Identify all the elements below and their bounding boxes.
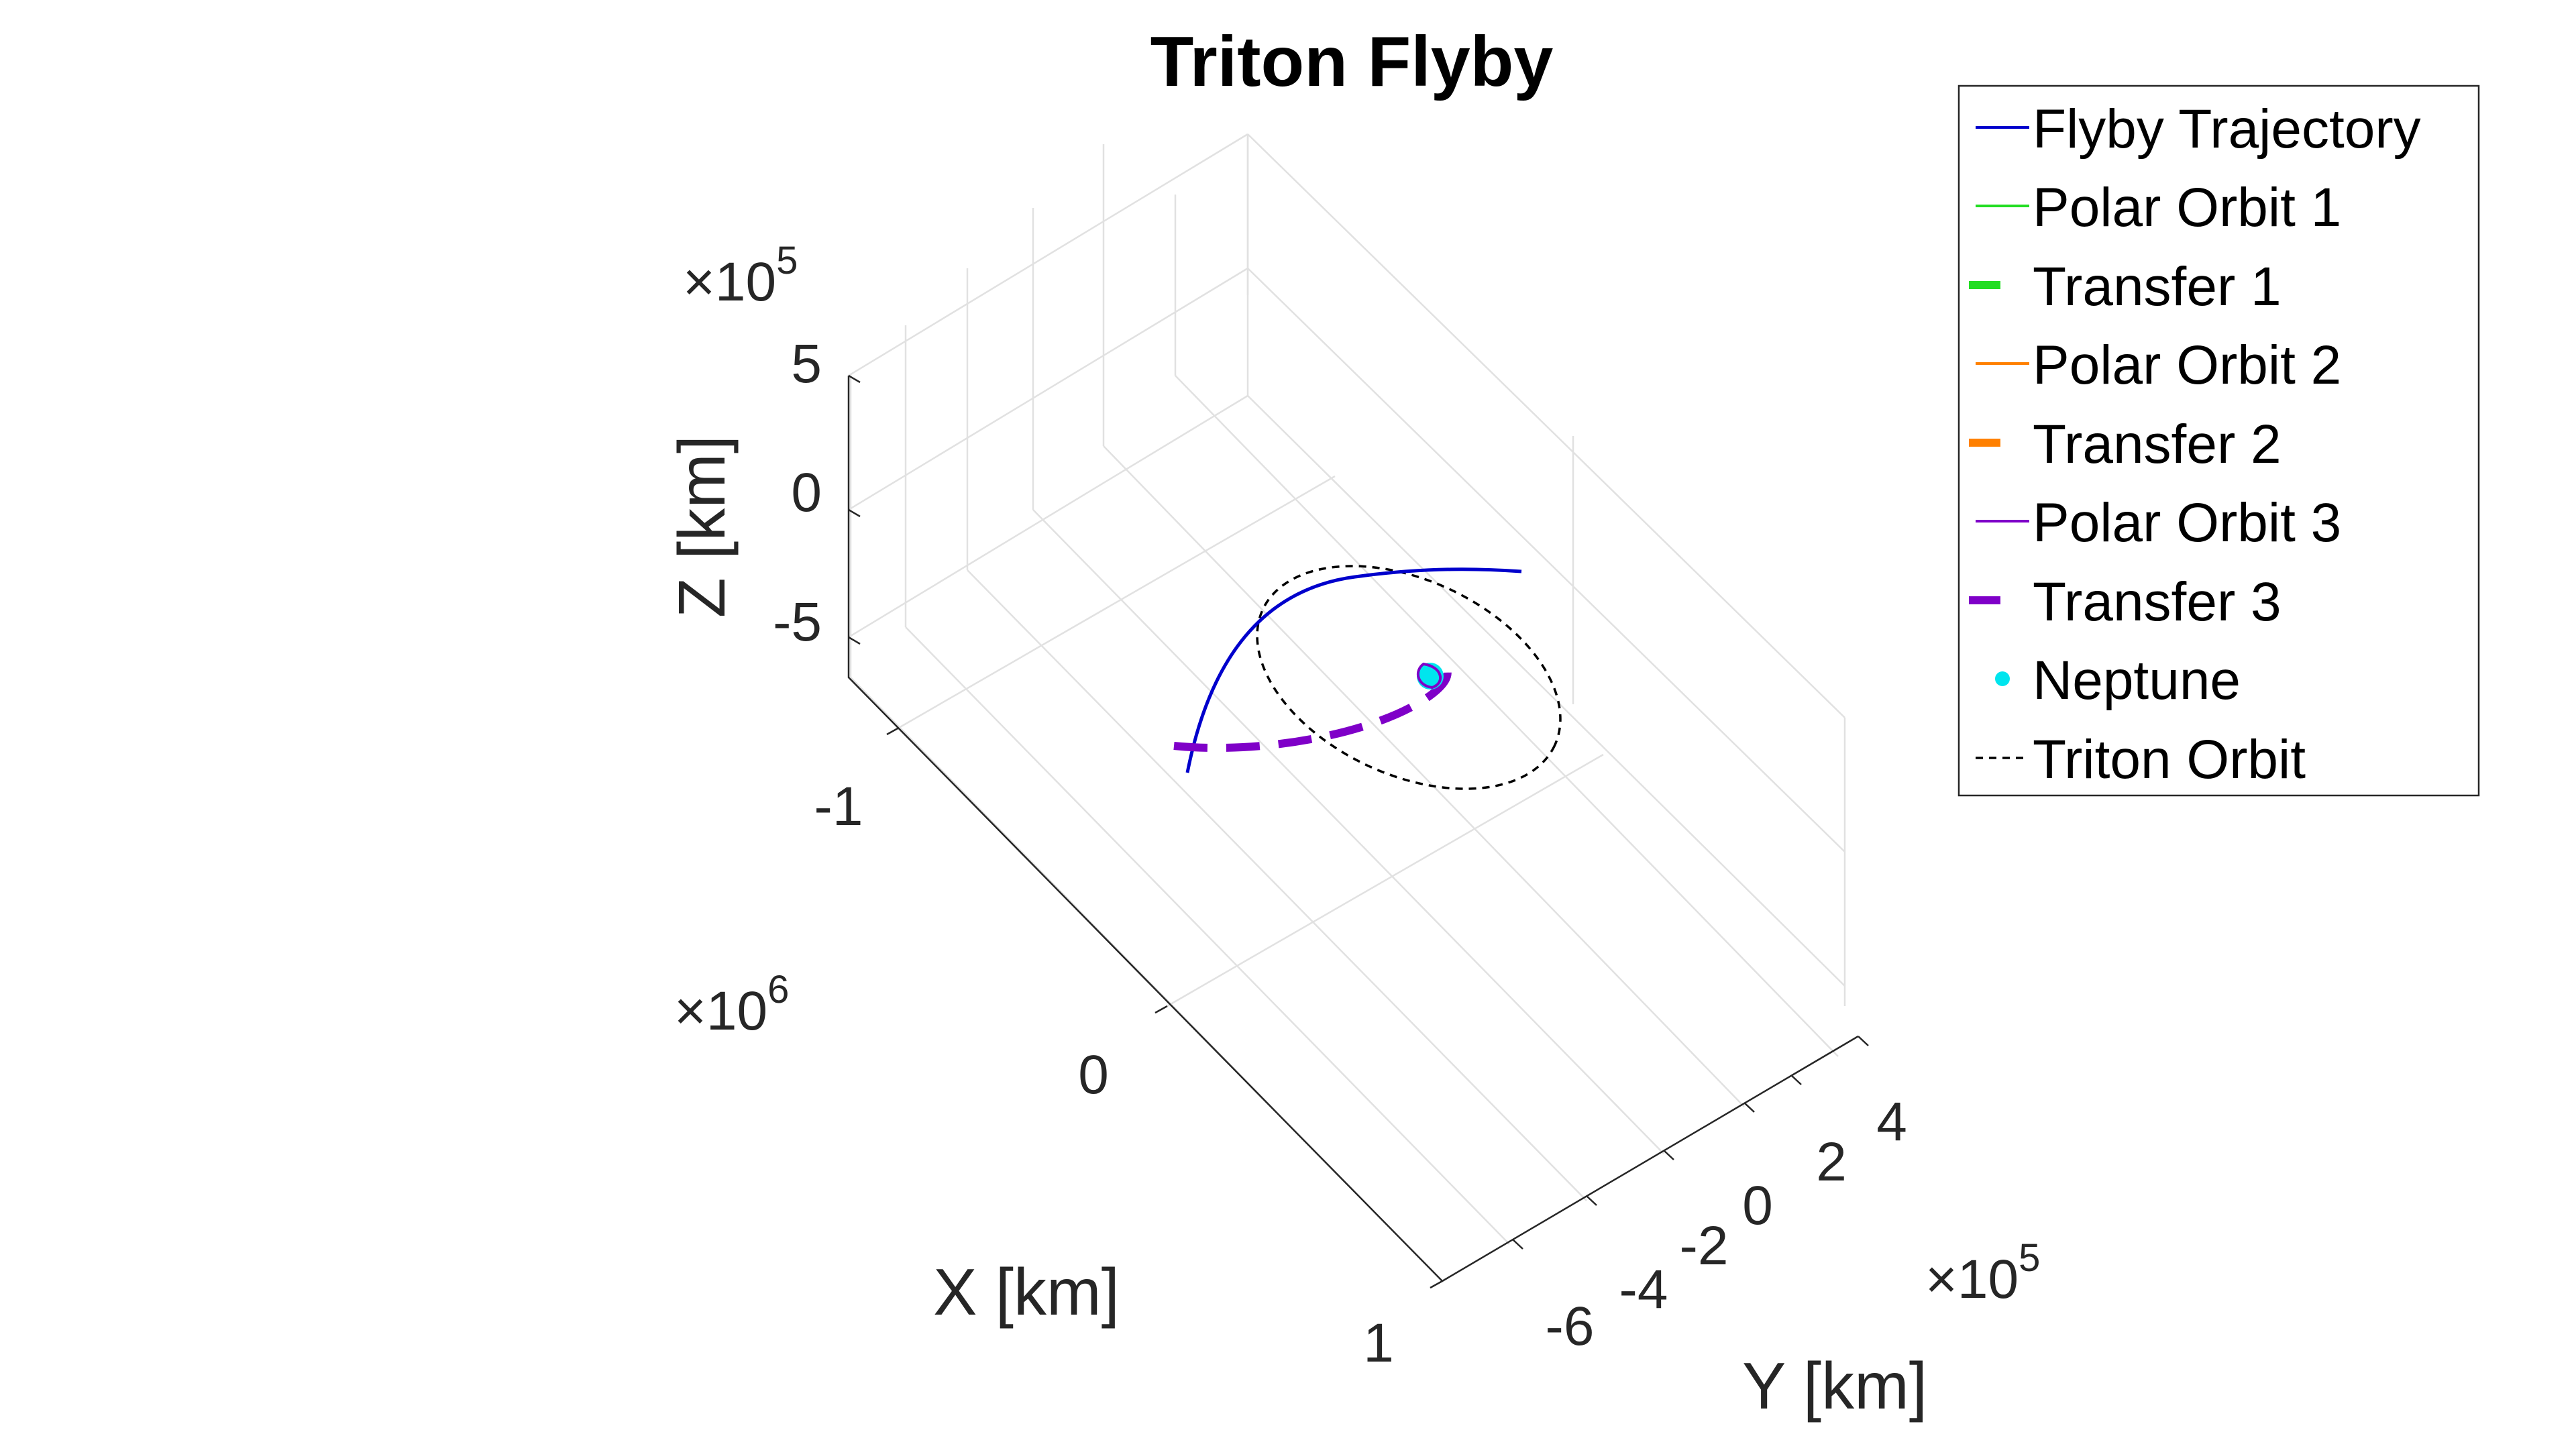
x-tick-mark [1430, 1280, 1443, 1289]
x-tick-mark [1155, 1005, 1168, 1014]
legend-box [1957, 85, 2480, 797]
series-transfer-3 [1173, 661, 1452, 753]
series-flyby-trajectory [1185, 567, 1522, 773]
legend-item-neptune: Neptune [1995, 650, 2241, 711]
z-tick-mark [848, 374, 861, 384]
y-axis-label: Y [km] [1742, 1349, 1927, 1423]
legend-item-polar-orbit-3: Polar Orbit 3 [1976, 492, 2341, 553]
x-exponent-label: ×106 [674, 968, 789, 1042]
legend-label: Polar Orbit 3 [2033, 492, 2341, 553]
y-tick-mark [1790, 1075, 1802, 1085]
grid-lines [848, 133, 1846, 1282]
legend-label: Polar Orbit 1 [2033, 177, 2341, 238]
z-tick-label: 5 [791, 333, 822, 394]
y-tick-mark [1663, 1150, 1674, 1160]
legend-label: Polar Orbit 2 [2033, 335, 2341, 396]
x-tick-mark [886, 726, 900, 736]
chart-title: Triton Flyby [1150, 22, 1554, 101]
z-axis: 5 0 -5 ×105 Z [km] [665, 239, 861, 653]
legend-label: Flyby Trajectory [2033, 99, 2421, 160]
y-tick-label: -2 [1680, 1215, 1729, 1276]
y-tick-label: 2 [1816, 1132, 1847, 1193]
x-axis: -1 0 1 ×106 X [km] [674, 726, 1443, 1374]
y-axis: -6 -4 -2 0 2 4 ×105 Y [km] [1512, 1036, 2040, 1423]
z-tick-mark [848, 508, 861, 518]
legend-item-transfer-1: Transfer 1 [1969, 256, 2282, 317]
legend-label: Transfer 1 [2033, 256, 2282, 317]
legend-label: Transfer 2 [2033, 414, 2282, 475]
y-tick-label: 4 [1876, 1091, 1907, 1152]
x-tick-label: -1 [814, 776, 863, 837]
legend-item-transfer-2: Transfer 2 [1969, 414, 2282, 475]
z-exponent-label: ×105 [683, 239, 798, 313]
legend-item-polar-orbit-2: Polar Orbit 2 [1976, 335, 2341, 396]
axis-box [847, 376, 1859, 1282]
z-axis-label: Z [km] [665, 435, 739, 618]
y-exponent-label: ×105 [1925, 1236, 2040, 1310]
plot-area [1173, 565, 1562, 790]
y-tick-mark [1858, 1036, 1869, 1046]
z-tick-mark [848, 636, 861, 645]
legend-label: Neptune [2033, 650, 2241, 711]
y-tick-mark [1586, 1195, 1597, 1206]
y-tick-mark [1512, 1239, 1523, 1250]
z-tick-label: 0 [791, 462, 822, 523]
series-triton-orbit [1256, 565, 1562, 790]
x-axis-label: X [km] [933, 1255, 1120, 1329]
y-tick-mark [1743, 1102, 1755, 1113]
x-tick-label: 0 [1078, 1044, 1109, 1105]
series-polar-orbit-3 [1416, 662, 1442, 690]
y-tick-label: -4 [1619, 1259, 1668, 1320]
x-tick-label: 1 [1363, 1313, 1394, 1374]
legend: Flyby Trajectory Polar Orbit 1 Transfer … [1957, 85, 2480, 797]
legend-label: Triton Orbit [2033, 729, 2306, 790]
legend-item-polar-orbit-1: Polar Orbit 1 [1976, 177, 2341, 238]
y-tick-label: 0 [1742, 1175, 1773, 1236]
legend-item-triton-orbit: Triton Orbit [1976, 729, 2306, 790]
y-tick-label: -6 [1546, 1296, 1595, 1357]
legend-item-transfer-3: Transfer 3 [1969, 571, 2282, 632]
z-tick-label: -5 [773, 592, 822, 653]
legend-label: Transfer 3 [2033, 571, 2282, 632]
legend-item-flyby-trajectory: Flyby Trajectory [1976, 99, 2421, 160]
